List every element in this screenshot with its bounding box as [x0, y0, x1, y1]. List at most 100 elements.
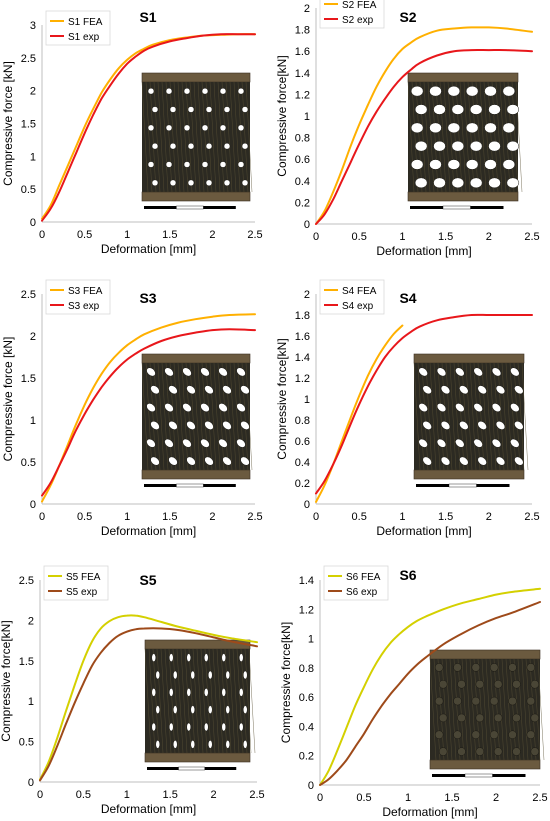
mesh-line: [473, 658, 481, 761]
lattice-pore: [155, 670, 160, 680]
mesh-line: [433, 362, 441, 471]
y-tick-label: 0.8: [295, 415, 310, 427]
lattice-pore: [453, 663, 462, 672]
lattice-pore: [440, 420, 451, 430]
chart-s3: 0 0.5 1 1.5 2 2.5 0 0.5 1 1.5 2 2.5 Deformation [mm]…: [1, 279, 263, 538]
lattice-pore: [243, 670, 248, 680]
y-tick-label: 1: [308, 634, 314, 646]
scale-bar-segment: [203, 206, 236, 209]
mesh-line: [501, 362, 509, 471]
lattice-pore: [495, 420, 506, 430]
lattice-pore: [168, 385, 178, 395]
lattice-pore: [218, 403, 228, 413]
mesh-line: [517, 362, 525, 471]
mesh-line: [489, 658, 497, 761]
x-tick-label: 2: [493, 792, 499, 804]
lattice-pore: [422, 420, 432, 430]
lattice-pore: [506, 177, 520, 189]
mesh-line: [149, 81, 157, 193]
mesh-line: [421, 362, 429, 471]
mesh-line: [204, 648, 212, 754]
x-tick-label: 2: [209, 229, 215, 241]
lattice-pore: [183, 124, 191, 132]
lattice-pore: [146, 367, 156, 377]
lattice-pore: [241, 179, 249, 187]
lattice-pore: [471, 730, 481, 739]
lattice-pore: [221, 688, 226, 697]
specimen-bottom-plate: [407, 191, 519, 202]
lattice-pore: [475, 680, 485, 689]
mesh-line: [407, 81, 415, 193]
mesh-line: [489, 362, 497, 471]
mesh-line: [217, 81, 225, 193]
mesh-line: [205, 81, 213, 193]
lattice-pore: [165, 161, 173, 168]
mesh-line: [513, 658, 521, 761]
lattice-pore: [414, 104, 428, 115]
mesh-line: [168, 648, 176, 754]
lattice-pore: [182, 367, 192, 377]
y-tick-label: 1.2: [295, 373, 310, 385]
legend-label: S5 exp: [66, 587, 98, 598]
chart-s2: 0 0.2 0.4 0.6 0.8 1 1.2 1.4 1.6 1.8 2 0 0.5 1 1.5 2 2.5 D…: [275, 0, 540, 258]
mesh-line: [232, 648, 240, 754]
lattice-pore: [236, 438, 246, 448]
lattice-pore: [506, 140, 520, 152]
lattice-pore: [510, 438, 520, 448]
legend: S3 FEA S3 exp: [45, 279, 111, 315]
mesh-line: [419, 81, 427, 193]
lattice-pore: [221, 722, 226, 732]
y-tick-label: 1: [304, 111, 310, 123]
lattice-pore: [186, 456, 196, 466]
mesh-line: [509, 658, 517, 761]
lattice-pore: [221, 653, 226, 662]
lattice-pore: [186, 722, 191, 732]
lattice-pore: [146, 438, 156, 448]
scale-bar-segment: [476, 484, 510, 487]
y-axis-label: Compressive force [kN]: [1, 61, 15, 186]
x-tick-label: 1: [124, 229, 130, 241]
y-tick-label: 0.2: [295, 197, 310, 209]
y-tick-label: 2: [30, 331, 36, 343]
mesh-line: [237, 362, 245, 471]
y-tick-label: 0.4: [299, 721, 314, 733]
specimen-top-plate: [429, 649, 541, 660]
lattice-pore: [471, 696, 481, 706]
lattice-pore: [169, 179, 177, 187]
mesh-line: [439, 81, 447, 193]
mesh-line: [499, 81, 507, 193]
mesh-line: [477, 658, 485, 761]
legend: S1 FEA S1 exp: [45, 10, 111, 46]
specimen-inset-image: [407, 72, 523, 210]
mesh-line: [181, 362, 189, 471]
lattice-pore: [165, 87, 173, 95]
lattice-pore: [241, 106, 249, 113]
specimen-top-plate: [407, 72, 519, 83]
mesh-line: [177, 81, 185, 193]
mesh-line: [153, 81, 161, 193]
lattice-pore: [169, 142, 177, 150]
x-tick-label: 1.5: [162, 511, 177, 523]
mesh-line: [461, 658, 469, 761]
mesh-line: [173, 362, 181, 471]
y-tick-label: 1.5: [21, 119, 36, 131]
mesh-line: [145, 362, 153, 471]
lattice-pore: [433, 104, 446, 115]
specimen-inset-image: [144, 639, 256, 771]
lattice-pore: [219, 124, 227, 132]
mesh-line: [481, 362, 489, 471]
x-tick-label: 1.5: [163, 789, 178, 801]
lattice-pore: [222, 420, 232, 430]
mesh-line: [511, 81, 519, 193]
mesh-line: [196, 648, 204, 754]
mesh-line: [224, 648, 232, 754]
mesh-line: [503, 81, 511, 193]
mesh-line: [479, 81, 487, 193]
specimen-bottom-plate: [141, 469, 251, 480]
mesh-line: [441, 658, 449, 761]
lattice-pore: [489, 730, 499, 739]
lattice-pore: [173, 705, 178, 714]
lattice-pore: [457, 713, 466, 723]
x-tick-label: 1.5: [162, 229, 177, 241]
y-tick-label: 3: [30, 20, 36, 32]
